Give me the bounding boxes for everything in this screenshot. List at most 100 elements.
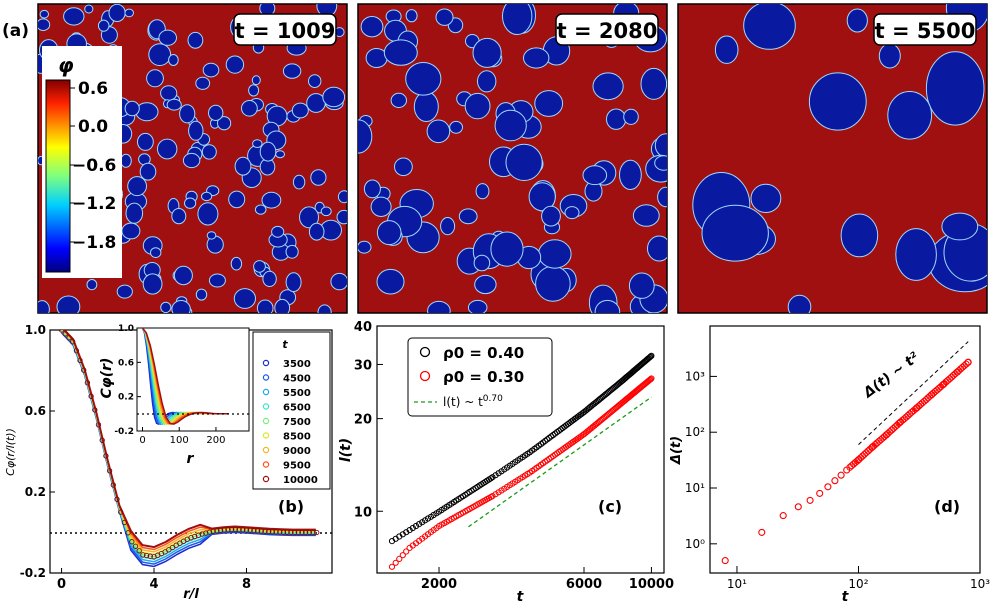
panel-b-marker — [110, 482, 116, 488]
panel-b-marker — [203, 530, 209, 536]
panel-c-ytick: 30 — [354, 358, 372, 373]
panel-b-marker — [254, 528, 261, 534]
panel-c-legend-black: ρ0 = 0.40 — [443, 344, 524, 362]
snapshot-t5500: t = 5500 — [677, 3, 988, 314]
panel-b-inset-xtick: 200 — [206, 435, 225, 446]
panel-b-inset-xtick: 100 — [170, 435, 189, 446]
droplet — [647, 235, 667, 262]
panel-b-legend-entry: 5500 — [283, 388, 311, 399]
snapshot-t5500-time-label: t = 5500 — [875, 19, 976, 43]
droplet — [184, 197, 197, 209]
droplet — [426, 119, 451, 144]
panel-b-legend-entry: 9500 — [283, 461, 311, 472]
droplet — [538, 239, 572, 269]
panel-c-point — [647, 353, 654, 360]
droplet — [654, 133, 667, 158]
panel-d-point — [964, 358, 972, 366]
panel-d-point — [806, 496, 814, 504]
panel-b-legend-entry: 3500 — [283, 359, 311, 370]
panel-c-fit-line — [468, 396, 652, 528]
droplet — [228, 190, 246, 209]
panel-c-point — [396, 555, 403, 563]
droplet — [291, 102, 309, 119]
panel-b-marker — [310, 529, 316, 536]
colorbar-gradient — [45, 79, 71, 273]
panel-b-marker — [129, 539, 135, 545]
panel-b-marker — [269, 529, 276, 535]
droplet — [38, 18, 51, 31]
colorbar-tick-label: −1.8 — [72, 233, 116, 253]
panel-c-point — [487, 475, 494, 482]
droplet — [383, 39, 418, 66]
snapshot-t1009-time-label: t = 1009 — [235, 19, 336, 43]
colorbar-tick-label: −0.6 — [72, 156, 116, 176]
panel-b-inset-ticks: 0 100 200 -0.2 0.2 0.6 1.0 — [114, 324, 225, 446]
droplet — [435, 8, 454, 26]
droplet — [358, 240, 372, 254]
panel-b-marker — [258, 528, 264, 534]
panel-d-point — [816, 489, 824, 497]
panel-c-ytick: 20 — [354, 413, 372, 428]
panel-b-curves — [58, 330, 320, 568]
panel-b-legend-entry: 4500 — [283, 374, 311, 385]
droplet — [225, 55, 245, 74]
droplet — [142, 273, 163, 295]
panel-d-point — [794, 503, 802, 511]
colorbar-symbol: φ — [58, 53, 74, 77]
droplet — [787, 294, 812, 313]
panel-b-marker — [299, 529, 305, 536]
panel-b-marker — [266, 528, 272, 535]
panel-d-ytick: 10³ — [685, 369, 705, 383]
droplet — [251, 75, 261, 86]
droplet — [449, 120, 464, 134]
panel-c-ticks: 2000 6000 10000 10 20 30 40 — [354, 320, 674, 592]
droplet — [38, 300, 50, 313]
droplet — [467, 299, 488, 313]
droplet — [582, 165, 608, 186]
panel-b-xtick: 0 — [57, 577, 66, 592]
droplet — [173, 265, 193, 286]
panel-c-point — [646, 377, 653, 384]
panel-c-point — [489, 474, 496, 481]
droplet — [440, 217, 456, 236]
droplet — [116, 284, 133, 299]
droplet — [475, 183, 490, 200]
droplet — [63, 7, 85, 26]
panel-b-inset-ytick: 0.6 — [118, 358, 134, 368]
droplet — [750, 183, 782, 213]
panel-b-marker — [243, 527, 250, 533]
snapshot-t5500-droplets — [692, 4, 987, 313]
panel-d-ytick: 10⁰ — [685, 537, 705, 551]
panel-c-point — [403, 548, 410, 555]
snapshot-t5500-time-box — [873, 13, 977, 46]
droplet — [39, 9, 49, 19]
droplet — [623, 108, 639, 125]
panel-c-legend-box — [407, 337, 553, 417]
panel-c-xtick: 2000 — [421, 577, 457, 592]
droplet — [358, 119, 373, 154]
droplet — [808, 72, 867, 131]
droplet — [158, 29, 177, 46]
snapshot-t2080-time-label: t = 2080 — [557, 19, 658, 43]
droplet — [299, 206, 319, 229]
panel-c-fit-label: l(t) ~ t — [443, 395, 483, 409]
panel-b-legend-entry: 10000 — [283, 475, 318, 486]
panel-b-legend-marker — [262, 432, 270, 439]
droplet — [84, 4, 94, 14]
panel-c-point — [399, 552, 406, 559]
panel-d-label: (d) — [934, 497, 960, 516]
droplet — [121, 222, 141, 240]
panel-b-marker — [291, 529, 298, 536]
panel-b-legend-entry: 8500 — [283, 432, 311, 443]
droplet — [363, 179, 381, 199]
panel-b-marker — [280, 529, 287, 535]
droplet — [274, 298, 291, 313]
panel-d-xlabel: t — [842, 589, 850, 605]
panel-b-inset-ytick: 0.2 — [118, 393, 134, 403]
droplet — [148, 43, 172, 66]
panel-b-marker — [306, 529, 312, 536]
panel-b-marker — [66, 335, 72, 341]
droplet — [208, 104, 224, 122]
panel-b-marker — [277, 529, 283, 535]
droplet — [168, 54, 179, 66]
